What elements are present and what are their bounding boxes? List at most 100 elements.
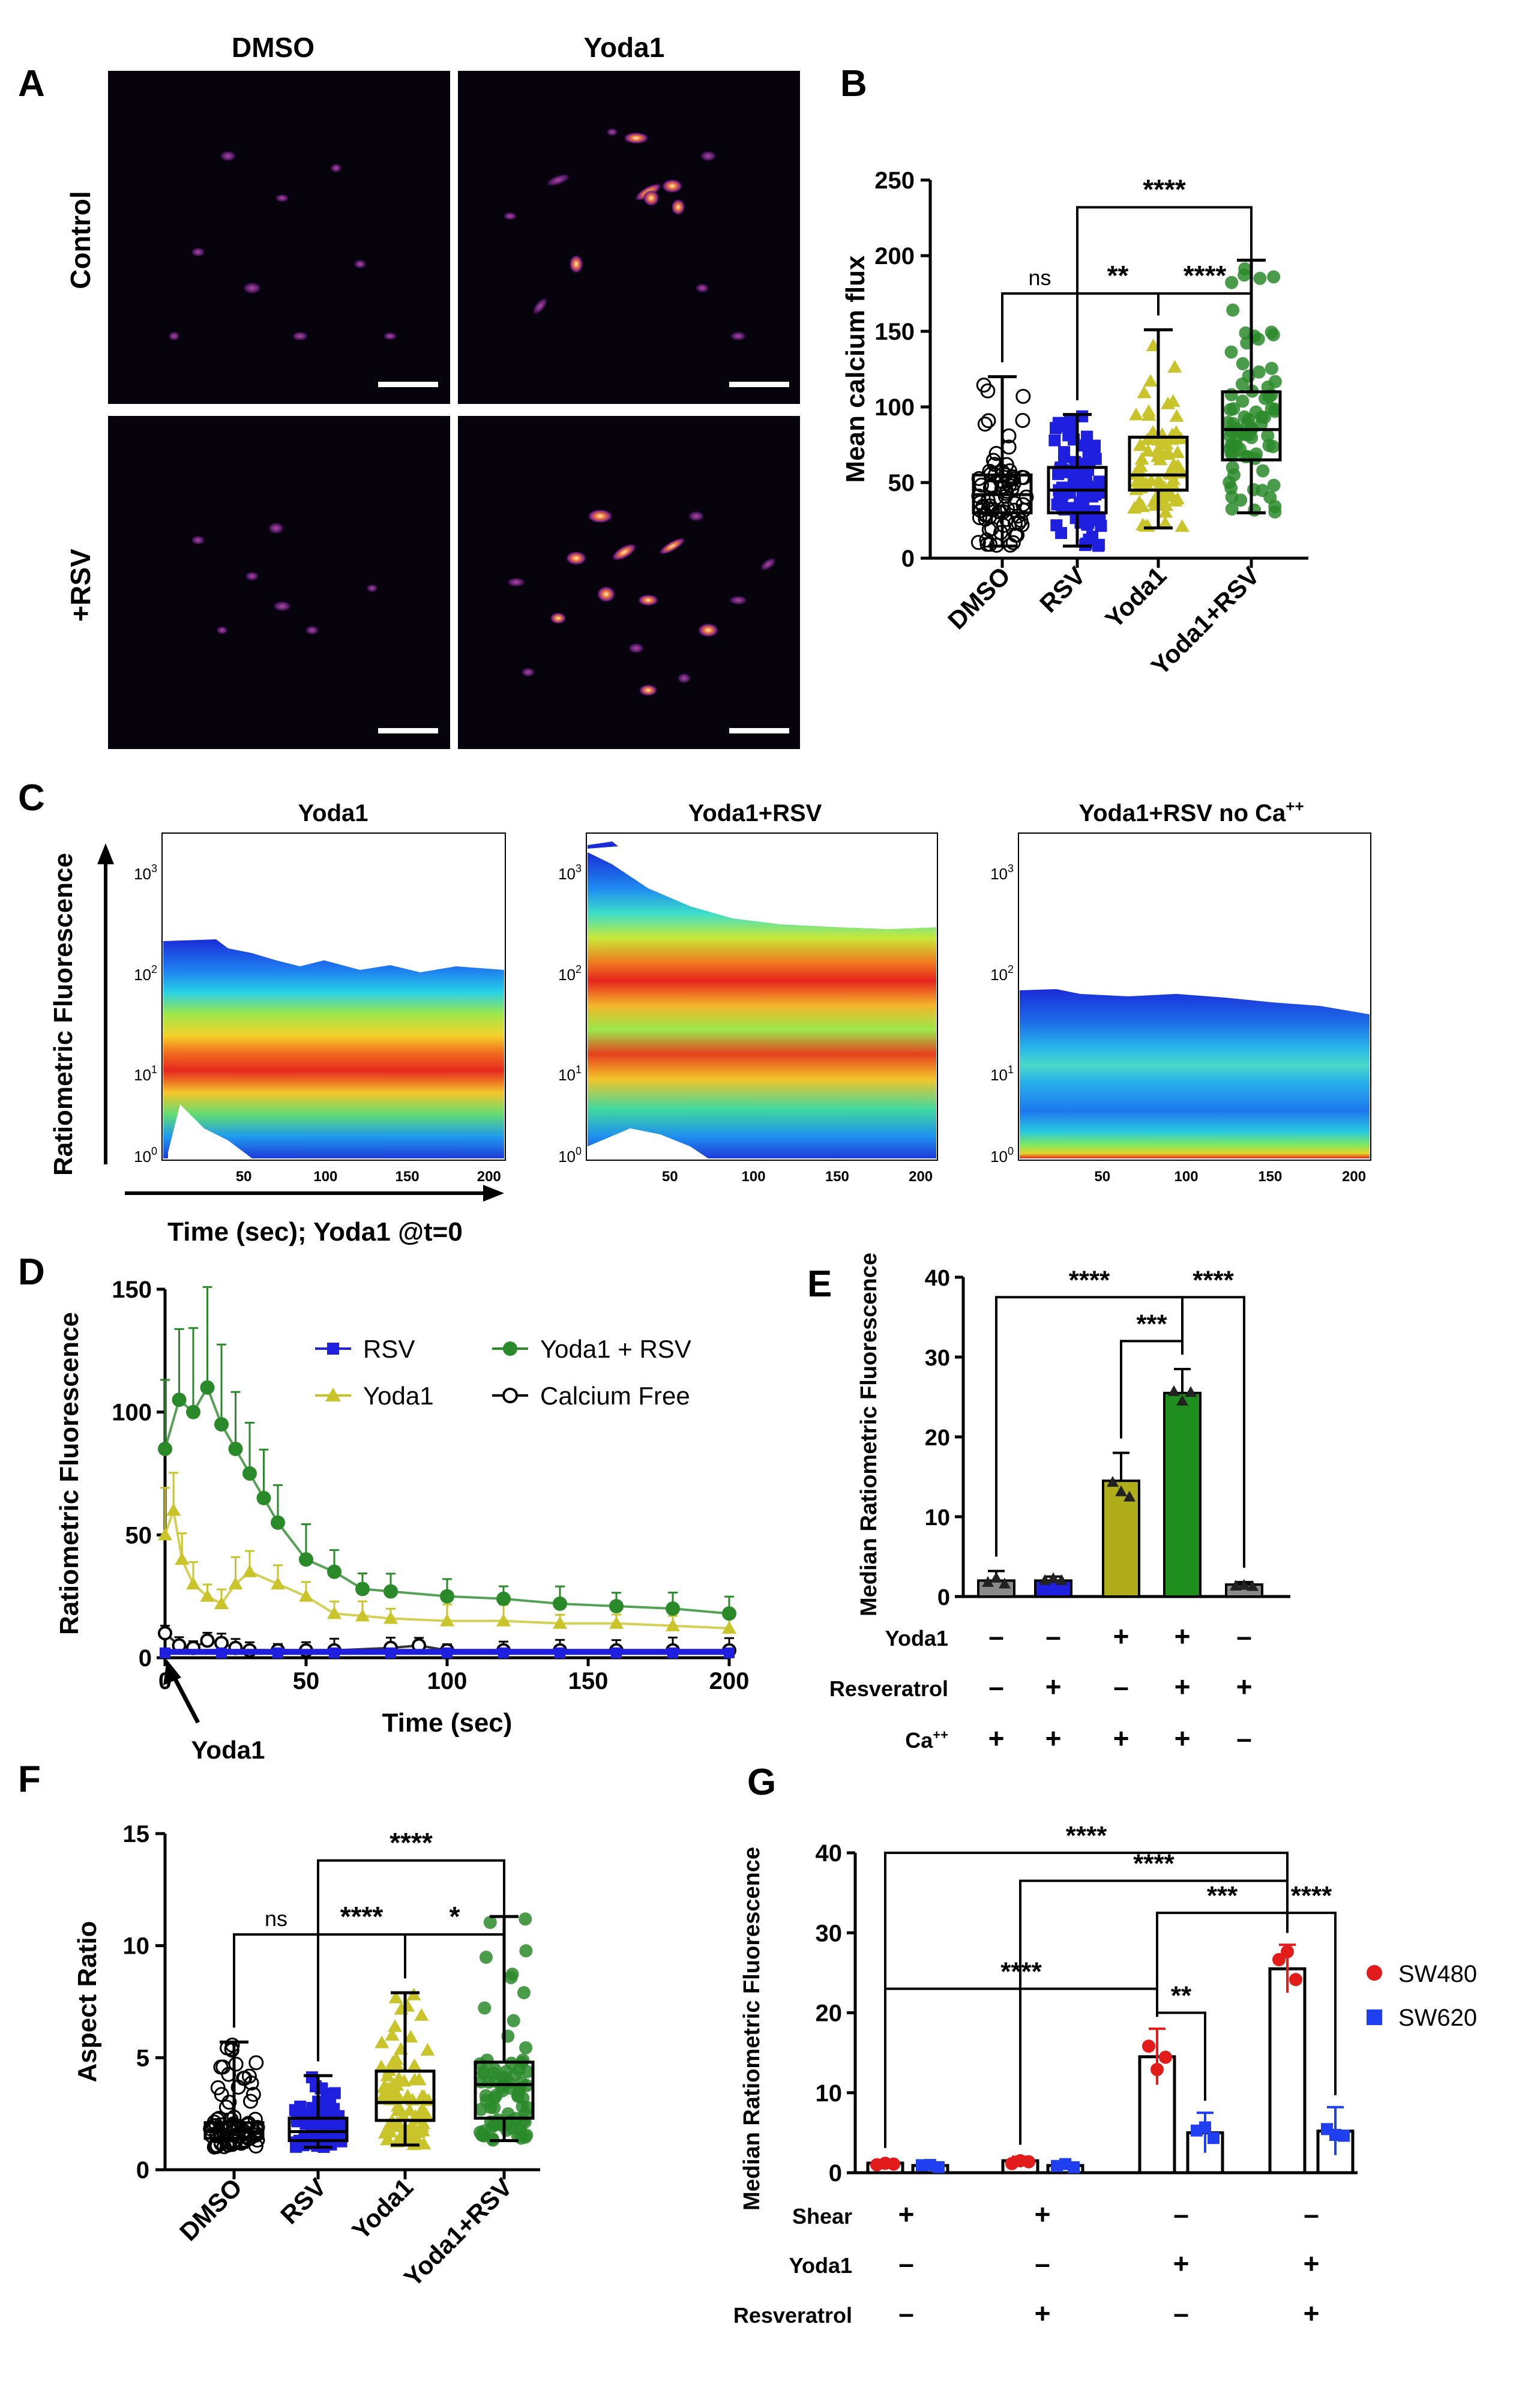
data-point (215, 2059, 231, 2075)
data-point (1056, 1574, 1068, 1585)
data-point (511, 2089, 525, 2103)
y-tick-base: 10 (134, 1148, 151, 1166)
data-point (175, 1552, 190, 1565)
y-tick-base: 10 (558, 966, 576, 984)
x-tick-label: RSV (275, 2173, 331, 2229)
data-point (1238, 268, 1251, 282)
data-point (385, 2027, 400, 2041)
x-tick-label: 100 (1175, 1169, 1199, 1185)
data-point (1256, 464, 1270, 478)
y-tick-label: 20 (816, 2000, 843, 2027)
data-point (1014, 517, 1030, 532)
y-tick-exponent: 0 (576, 1145, 582, 1157)
data-point (1253, 271, 1267, 285)
data-point (1176, 1394, 1188, 1406)
data-point (999, 457, 1014, 472)
x-tick-label: 150 (568, 1668, 609, 1694)
data-point (200, 1589, 215, 1602)
data-point (553, 1616, 567, 1629)
condition-symbol: – (898, 2298, 914, 2329)
condition-symbol: + (1236, 1671, 1253, 1702)
data-point (982, 537, 998, 552)
significance-bracket (1157, 245, 1253, 316)
data-point (933, 2161, 945, 2173)
data-point (1056, 420, 1068, 433)
bar (1268, 1967, 1307, 2175)
condition-symbol: + (1175, 1671, 1191, 1702)
data-point (722, 1606, 736, 1621)
data-point (1133, 438, 1148, 451)
legend-marker-sw620 (1367, 2009, 1382, 2025)
data-point (1224, 388, 1238, 402)
y-tick-label: 15 (123, 1821, 150, 1847)
data-point (1247, 1580, 1259, 1591)
data-point (383, 1584, 398, 1599)
y-axis-label: Ratiometric Fluorescence (55, 1312, 84, 1635)
data-point (1142, 2039, 1155, 2053)
data-point (480, 2094, 493, 2107)
data-point (186, 1577, 200, 1590)
data-point (1089, 453, 1102, 465)
x-tick-label: 50 (1094, 1169, 1110, 1185)
data-point (1224, 345, 1238, 359)
data-point (374, 2059, 389, 2072)
data-point (1140, 444, 1155, 457)
y-tick-label: 50 (125, 1522, 152, 1549)
y-tick-label: 0 (139, 1645, 152, 1672)
data-point (299, 1589, 313, 1602)
y-tick-exponent: 2 (151, 963, 157, 975)
y-tick-exponent: 0 (1008, 1145, 1014, 1157)
panelC-title-yoda1: Yoda1 (298, 800, 368, 826)
y-tick-label: 200 (874, 243, 915, 269)
data-point (391, 2103, 406, 2116)
data-point (1107, 1476, 1119, 1487)
y-tick-label: 101 (134, 1064, 157, 1084)
data-point (519, 1944, 533, 1958)
y-tick-label: 101 (990, 1064, 1014, 1084)
condition-symbol: + (1173, 2248, 1190, 2279)
data-point (609, 1599, 624, 1614)
bar (1138, 2055, 1176, 2175)
data-point (242, 2094, 258, 2109)
condition-row-label: Resveratrol (733, 2303, 852, 2328)
data-point (887, 2157, 900, 2171)
y-tick-label: 100 (990, 1145, 1014, 1166)
condition-symbol: – (1035, 2248, 1050, 2279)
heatmap-yoda1-rsv-no-ca (1018, 832, 1371, 1161)
x-tick-label: RSV (1034, 561, 1090, 618)
data-point (1224, 481, 1238, 495)
data-point (1051, 498, 1063, 511)
data-point (1133, 459, 1148, 472)
data-point (200, 1380, 215, 1395)
condition-symbol: – (1045, 1621, 1061, 1652)
condition-symbol: – (1173, 2199, 1189, 2230)
panelA-col-label-yoda1: Yoda1 (584, 32, 665, 63)
y-tick-base: 10 (134, 1066, 151, 1084)
data-point (1223, 442, 1237, 456)
panel-letter-D: D (18, 1251, 45, 1293)
micrograph-yoda1-control (458, 71, 800, 404)
data-point (504, 1970, 518, 1984)
data-point (1090, 511, 1102, 524)
data-point (1241, 417, 1255, 430)
panelG-condition-table: Shear + + – – Yoda1 – – + + Resveratrol – + – + (733, 2199, 1320, 2329)
x-tick-label: 200 (709, 1668, 750, 1694)
y-tick-exponent: 3 (151, 862, 157, 874)
data-point (1170, 445, 1185, 459)
data-point (1208, 2132, 1220, 2145)
condition-symbol: – (1236, 1621, 1252, 1652)
panel-letter-C: C (18, 777, 45, 819)
legend-label: SW620 (1398, 2005, 1477, 2031)
y-tick-label: 102 (990, 963, 1014, 984)
y-axis-label: Mean calcium flux (841, 255, 870, 483)
data-point (385, 2078, 400, 2092)
data-point (609, 1616, 624, 1629)
y-axis-label: Median Ratiometric Fluorescence (739, 1847, 765, 2211)
data-point (381, 2089, 396, 2103)
data-point (1272, 1952, 1286, 1966)
data-point (1266, 440, 1280, 454)
data-point (440, 1613, 454, 1627)
data-point (1077, 498, 1089, 510)
y-tick-label: 103 (990, 862, 1014, 883)
